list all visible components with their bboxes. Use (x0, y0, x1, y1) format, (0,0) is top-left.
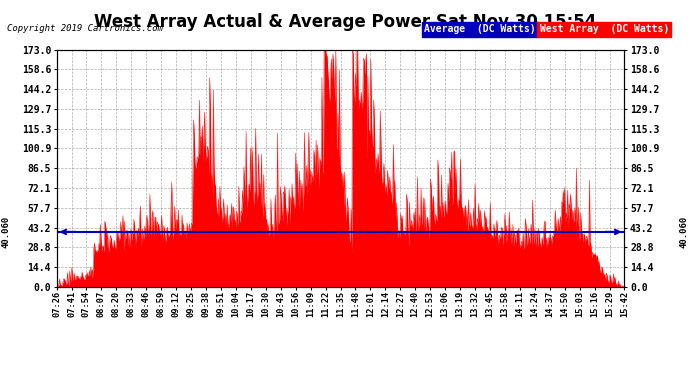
Text: Average  (DC Watts): Average (DC Watts) (424, 24, 536, 34)
Text: 40.060: 40.060 (680, 216, 689, 248)
Text: Copyright 2019 Cartronics.com: Copyright 2019 Cartronics.com (7, 24, 163, 33)
Text: 40.060: 40.060 (1, 216, 10, 248)
Text: West Array  (DC Watts): West Array (DC Watts) (540, 24, 669, 34)
Text: West Array Actual & Average Power Sat Nov 30 15:54: West Array Actual & Average Power Sat No… (94, 13, 596, 31)
